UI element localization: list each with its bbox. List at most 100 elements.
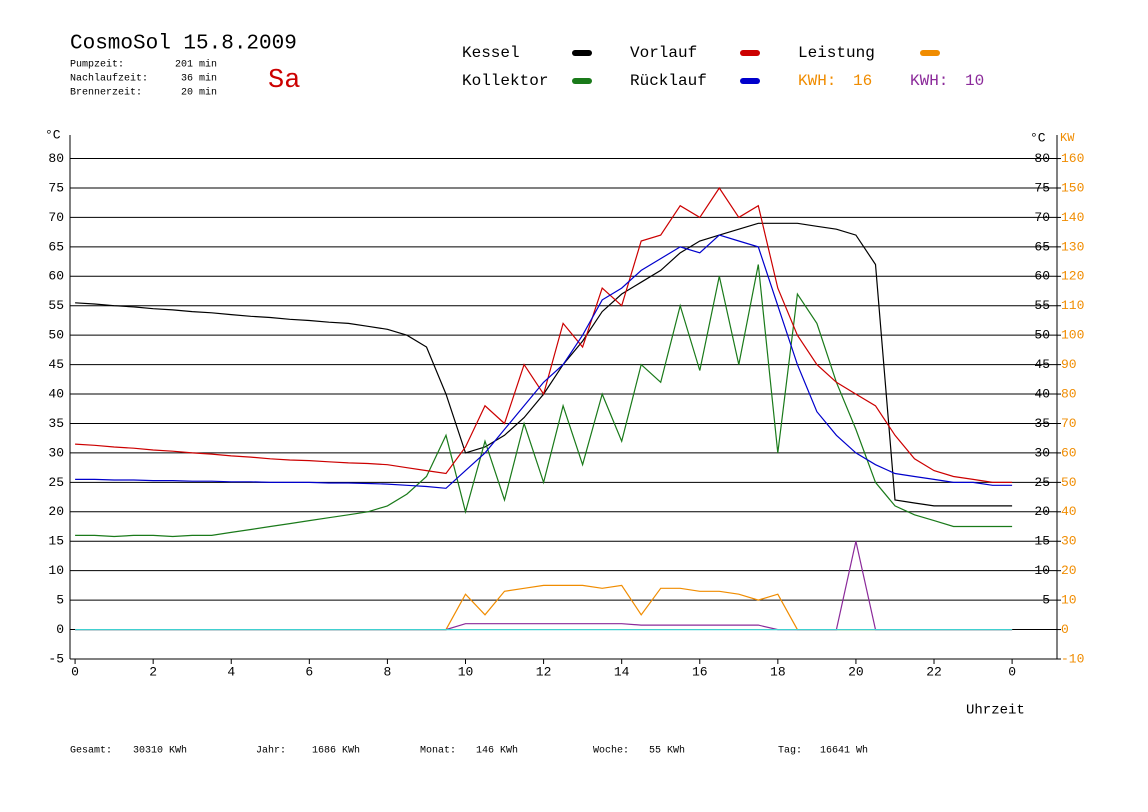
y-tick-label-right: 80	[1034, 151, 1050, 166]
y-tick-label: 55	[48, 298, 64, 313]
y2-tick-label: 120	[1061, 269, 1084, 284]
total-label: Jahr:	[256, 745, 286, 757]
y-tick-label-right: 65	[1034, 239, 1050, 254]
y2-axis-label: KW	[1060, 131, 1075, 145]
legend-swatch	[572, 50, 592, 56]
y2-tick-label: 60	[1061, 445, 1077, 460]
x-tick-label: 14	[614, 664, 630, 679]
x-tick-label: 20	[848, 664, 864, 679]
total-value: 16641 Wh	[820, 745, 868, 757]
total-label: Monat:	[420, 746, 456, 757]
total-label: Woche:	[593, 745, 629, 757]
y-tick-label: 10	[48, 563, 64, 578]
y-tick-label: 0	[56, 622, 64, 637]
y-tick-label: 70	[48, 210, 64, 225]
y-tick-label-right: 50	[1034, 328, 1050, 343]
y2-tick-label: 70	[1061, 416, 1077, 431]
x-tick-label: 0	[71, 664, 79, 679]
chart-title: CosmoSol 15.8.2009	[70, 33, 297, 56]
y2-tick-label: 20	[1061, 563, 1077, 578]
x-axis-label: Uhrzeit	[966, 703, 1025, 719]
info-label: Brennerzeit:	[70, 87, 142, 99]
info-value: 201 min	[175, 59, 217, 71]
total-value: 55 KWh	[649, 745, 685, 757]
legend-label: Rücklauf	[630, 72, 707, 90]
legend-label: Kollektor	[462, 72, 548, 90]
series-line	[75, 264, 1013, 538]
x-tick-label: 8	[384, 664, 392, 679]
y2-tick-label: -10	[1061, 651, 1084, 666]
x-tick-label: 6	[305, 664, 313, 679]
y-tick-label: 75	[48, 180, 64, 195]
kwh-value: 16	[853, 72, 872, 90]
x-tick-label: 18	[770, 664, 786, 679]
legend-swatch	[740, 50, 760, 56]
y-tick-label-right: 5	[1042, 593, 1050, 608]
total-value: 30310 KWh	[133, 745, 187, 757]
y-axis-label: °C	[45, 127, 61, 142]
y-tick-label: 15	[48, 534, 64, 549]
info-label: Pumpzeit:	[70, 59, 124, 71]
y2-tick-label: 50	[1061, 475, 1077, 490]
total-label: Gesamt:	[70, 746, 112, 757]
series-line	[75, 186, 1013, 483]
legend-swatch	[740, 78, 760, 84]
y-tick-label: 45	[48, 357, 64, 372]
y-tick-label: 60	[48, 269, 64, 284]
info-value: 20 min	[181, 87, 217, 99]
y-tick-label-right: 30	[1034, 445, 1050, 460]
y-tick-label-right: 45	[1034, 357, 1050, 372]
x-tick-label: 2	[149, 664, 157, 679]
x-tick-label: 4	[227, 664, 235, 679]
y2-tick-label: 150	[1061, 180, 1084, 195]
y-tick-label-right: 25	[1034, 475, 1050, 490]
x-tick-label: 12	[536, 664, 552, 679]
kwh-label: KWH:	[910, 72, 948, 90]
y-tick-label-right: 20	[1034, 504, 1050, 519]
y2-tick-label: 130	[1061, 239, 1084, 254]
y2-tick-label: 0	[1061, 622, 1069, 637]
legend-swatch	[572, 78, 592, 84]
y2-tick-label: 160	[1061, 151, 1084, 166]
y-tick-label: 25	[48, 475, 64, 490]
y-tick-label: 35	[48, 416, 64, 431]
x-tick-label: 0	[1008, 664, 1016, 679]
y2-tick-label: 140	[1061, 210, 1084, 225]
kwh-label: KWH:	[798, 72, 836, 90]
legend-label: Kessel	[462, 44, 520, 62]
y-tick-label: 30	[48, 445, 64, 460]
y-tick-label: 80	[48, 151, 64, 166]
y-tick-label-right: 40	[1034, 386, 1050, 401]
info-value: 36 min	[181, 73, 217, 85]
series-line	[75, 234, 1013, 489]
y-tick-label-right: 75	[1034, 180, 1050, 195]
y-axis-label-right: °C	[1030, 130, 1046, 145]
x-tick-label: 22	[926, 664, 942, 679]
y-tick-label-right: 60	[1034, 269, 1050, 284]
y-tick-label-right: 55	[1034, 298, 1050, 313]
y-tick-label-right: 10	[1034, 563, 1050, 578]
y2-tick-label: 10	[1061, 593, 1077, 608]
total-value: 1686 KWh	[312, 745, 360, 757]
y-tick-label: 65	[48, 239, 64, 254]
y-tick-label: -5	[48, 651, 64, 666]
y-tick-label: 20	[48, 504, 64, 519]
y-tick-label: 5	[56, 593, 64, 608]
x-tick-label: 10	[458, 664, 474, 679]
total-value: 146 KWh	[476, 745, 518, 757]
total-label: Tag:	[778, 746, 802, 757]
y-tick-label-right: 15	[1034, 534, 1050, 549]
y2-tick-label: 100	[1061, 328, 1084, 343]
y2-tick-label: 110	[1061, 298, 1084, 313]
day-label: Sa	[268, 66, 300, 96]
legend-swatch	[920, 50, 940, 56]
legend-label: Vorlauf	[630, 44, 697, 62]
y-tick-label: 40	[48, 386, 64, 401]
y-tick-label-right: 35	[1034, 416, 1050, 431]
y2-tick-label: 40	[1061, 504, 1077, 519]
y2-tick-label: 90	[1061, 357, 1077, 372]
series-line	[75, 584, 1013, 631]
x-tick-label: 16	[692, 664, 708, 679]
